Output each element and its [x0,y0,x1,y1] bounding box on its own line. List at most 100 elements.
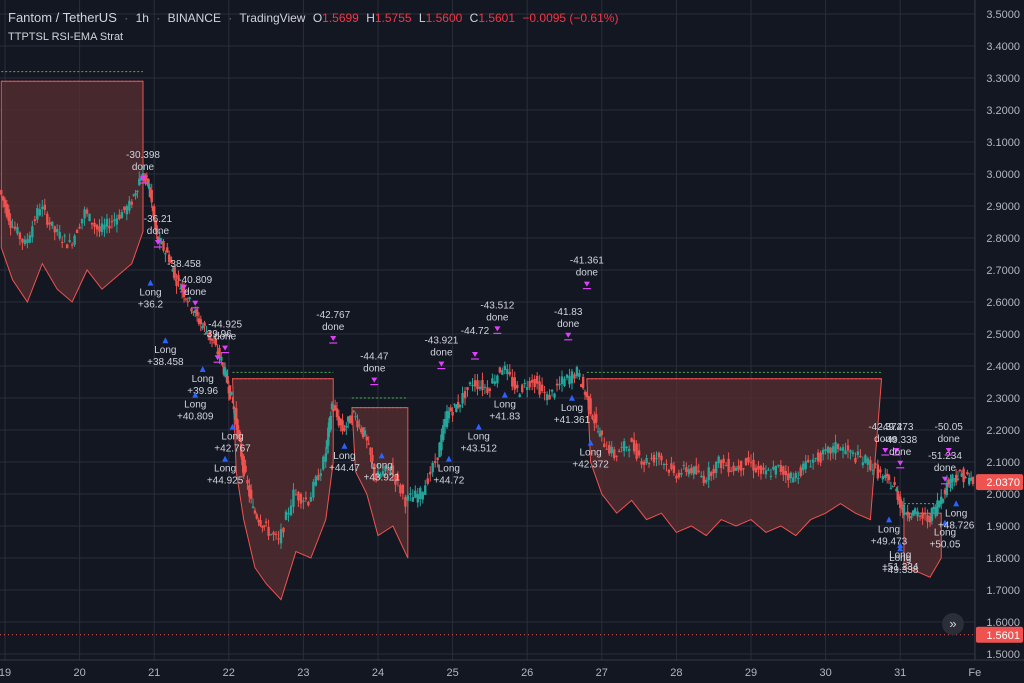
candle-body [896,490,899,500]
candle-body [632,439,636,452]
candle-body [844,450,847,455]
candle-body [964,477,967,479]
candle-body [399,484,402,494]
stop-loss-zone [232,378,334,601]
exit-marker-icon [192,300,199,306]
candle-body [846,445,850,451]
candle-body [223,367,227,376]
candle-body [938,501,941,507]
exit-label-sub: done [934,463,957,474]
candle-body [916,511,919,517]
candle-body [233,413,237,415]
entry-label-sub: +39.96 [187,386,218,397]
candle-body [246,479,249,484]
candle-body [921,512,924,519]
candle-body [881,476,884,480]
entry-label: Long [214,464,236,475]
candle-body [816,452,820,462]
candle-body [443,418,447,427]
exit-label: -49.473 [880,422,914,433]
exit-label-sub: done [576,268,599,279]
candle-body [299,493,303,504]
candle-body [971,476,975,484]
candle-body [930,507,934,521]
candle-body [714,461,718,474]
candle-body [249,489,253,499]
candle-body [361,427,365,438]
candle-body [887,475,891,481]
entry-label-sub: +49.473 [871,536,908,547]
candle-body [889,488,893,490]
candle-body [113,219,116,221]
candle-body [325,440,329,449]
exit-marker-icon [371,377,378,383]
candle-body [697,470,700,472]
candle-body [610,446,613,454]
scroll-to-realtime-button[interactable]: » [942,613,964,635]
candle-body [667,469,671,473]
candle-body [269,534,273,536]
candle-body [136,190,139,193]
entry-arrow-icon [341,442,348,449]
study-title[interactable]: TTPTSL RSI-EMA Strat [8,31,124,43]
candle-body [523,383,526,385]
source-label: TradingView [239,11,306,25]
candle-body [195,309,199,316]
candle-body [205,331,208,334]
candle-body [416,494,419,503]
symbol-legend: Fantom / TetherUS · 1h · BINANCE · Tradi… [8,10,619,25]
exit-marker-icon [154,240,161,245]
candle-body [218,347,221,358]
entry-arrow-icon [162,337,169,344]
candle-body [289,505,293,516]
candle-body [603,443,606,448]
candle-body [21,238,24,243]
candle-body [128,200,131,211]
candle-body [348,415,352,424]
candle-body [379,474,382,478]
candle-body [314,476,318,486]
candle-body [891,486,894,488]
candle-body [797,478,800,480]
candle-body [190,308,193,312]
candle-body [41,206,44,209]
candle-body [386,467,390,469]
entry-label-sub: +42.372 [572,460,609,471]
entry-label-sub: +44.72 [433,476,464,487]
candle-body [13,226,17,229]
entry-label-sub: +40.809 [177,412,214,423]
candle-body [421,492,424,500]
price-tick-label: 2.4000 [986,361,1020,373]
candle-body [913,508,917,514]
time-tick-label: 20 [73,667,85,679]
candle-body [118,214,121,219]
candle-body [440,434,443,451]
exit-label-sub: done [938,434,961,445]
candle-body [585,392,589,398]
candle-body [486,387,489,394]
time-tick-label: Fe [968,667,981,679]
candle-body [538,381,541,395]
candle-body [622,441,626,451]
candle-body [85,209,89,214]
candle-body [230,391,233,396]
entry-arrow-icon [897,542,904,548]
candle-body [874,463,877,465]
exit-label: -43.921 [424,336,458,347]
price-tick-label: 2.7000 [986,265,1020,277]
candle-body [180,284,184,291]
symbol-name[interactable]: Fantom / TetherUS [8,10,117,25]
candle-body [93,222,96,227]
candle-body [580,384,583,387]
time-tick-label: 23 [297,667,309,679]
candle-body [48,222,51,225]
candle-body [734,467,738,471]
close-label: C [469,11,479,25]
candle-body [936,500,939,514]
candle-body [228,385,232,399]
candle-body [257,519,260,523]
candle-body [949,478,952,489]
candle-body [350,415,354,423]
candle-body [68,240,71,242]
